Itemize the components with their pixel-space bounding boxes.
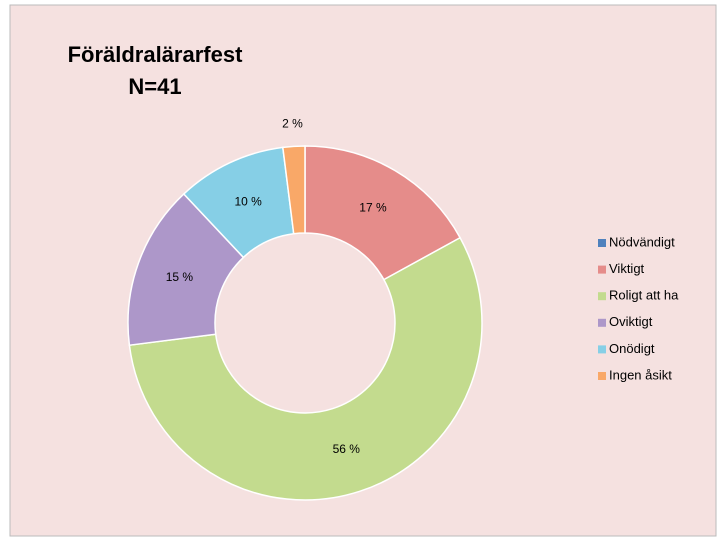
legend-label: Nödvändigt (609, 234, 675, 249)
data-label: 2 % (282, 117, 303, 131)
legend-swatch (598, 372, 606, 380)
legend-swatch (598, 292, 606, 301)
legend-label: Oviktigt (609, 314, 653, 329)
donut-slice (127, 192, 245, 347)
donut-slice (304, 145, 462, 281)
data-label: 56 % (333, 442, 361, 456)
data-label: 10 % (234, 194, 262, 208)
legend-swatch (598, 265, 606, 274)
donut-slice (128, 236, 483, 501)
chart-title: Föräldralärarfest (68, 42, 244, 67)
legend-swatch (598, 345, 606, 354)
data-label: 15 % (166, 270, 194, 284)
legend-swatch (598, 318, 606, 327)
legend-swatch (598, 239, 606, 247)
legend-label: Ingen åsikt (609, 367, 672, 382)
donut-slice (281, 145, 306, 235)
chart-subtitle: N=41 (128, 74, 181, 99)
data-label: 17 % (359, 200, 387, 214)
legend-label: Viktigt (609, 261, 645, 276)
legend-label: Onödigt (609, 341, 655, 356)
legend-label: Roligt att ha (609, 288, 679, 303)
